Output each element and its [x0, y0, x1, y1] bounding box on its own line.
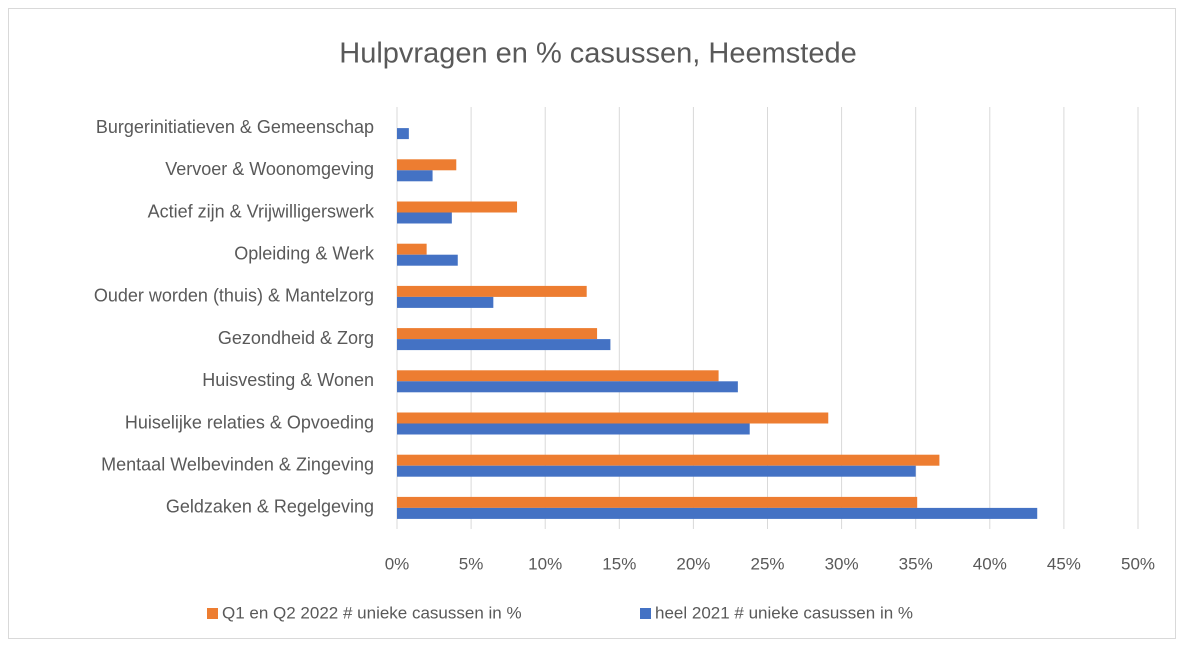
x-tick-label: 30% [825, 554, 859, 573]
bar [397, 243, 427, 255]
bar [397, 170, 433, 182]
bar [397, 496, 918, 508]
bar [397, 412, 829, 424]
bar [397, 454, 940, 466]
y-tick-label: Gezondheid & Zorg [218, 328, 374, 348]
bar [397, 159, 457, 171]
x-tick-label: 5% [459, 554, 484, 573]
x-tick-label: 40% [973, 554, 1007, 573]
bar [397, 254, 458, 266]
legend-label: heel 2021 # unieke casussen in % [655, 603, 913, 622]
bar [397, 507, 1038, 519]
legend-swatch [207, 608, 218, 619]
legend-swatch [640, 608, 651, 619]
chart-border [8, 8, 1176, 639]
bar [397, 465, 916, 477]
bar [397, 381, 738, 393]
bar [397, 285, 587, 297]
chart-title: Hulpvragen en % casussen, Heemstede [339, 38, 856, 70]
bar [397, 328, 598, 340]
bar [397, 201, 518, 213]
y-tick-label: Ouder worden (thuis) & Mantelzorg [94, 286, 374, 306]
y-tick-label: Actief zijn & Vrijwilligerswerk [148, 201, 375, 221]
bar [397, 296, 494, 308]
y-tick-label: Burgerinitiatieven & Gemeenschap [96, 117, 374, 137]
x-tick-label: 0% [385, 554, 410, 573]
legend-label: Q1 en Q2 2022 # unieke casussen in % [222, 603, 522, 622]
y-tick-label: Huiselijke relaties & Opvoeding [125, 412, 374, 432]
x-tick-label: 25% [750, 554, 784, 573]
x-tick-label: 20% [676, 554, 710, 573]
y-tick-label: Vervoer & Woonomgeving [165, 159, 374, 179]
bar [397, 212, 452, 224]
y-tick-label: Mentaal Welbevinden & Zingeving [101, 454, 374, 474]
x-tick-label: 45% [1047, 554, 1081, 573]
x-tick-label: 10% [528, 554, 562, 573]
y-tick-label: Opleiding & Werk [234, 243, 375, 263]
y-tick-label: Geldzaken & Regelgeving [166, 497, 374, 517]
bar [397, 423, 750, 435]
x-tick-label: 35% [899, 554, 933, 573]
bar [397, 339, 611, 351]
x-tick-label: 50% [1121, 554, 1155, 573]
bar [397, 370, 719, 382]
y-tick-label: Huisvesting & Wonen [202, 370, 374, 390]
x-tick-label: 15% [602, 554, 636, 573]
bar [397, 128, 409, 140]
